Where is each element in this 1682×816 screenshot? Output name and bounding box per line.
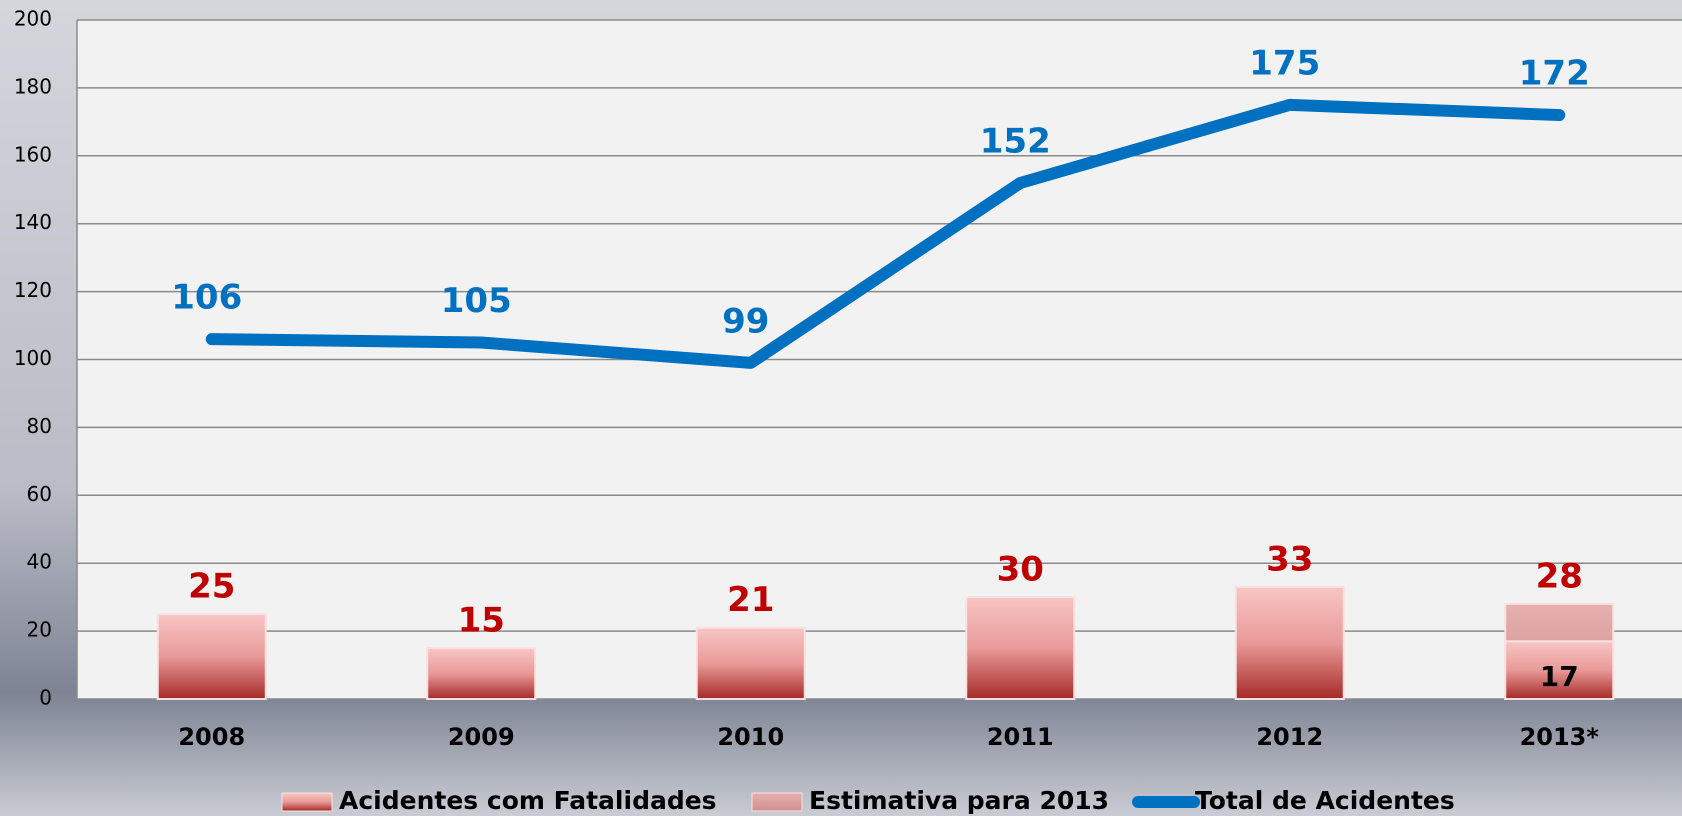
y-tick-label: 20	[27, 618, 52, 642]
legend-swatch	[751, 792, 803, 812]
x-tick-label: 2012	[1256, 723, 1323, 751]
y-tick-label: 140	[14, 210, 52, 234]
bar	[1504, 640, 1615, 700]
data-label: 175	[1249, 43, 1320, 83]
data-label: 15	[458, 601, 505, 641]
data-label: 33	[1266, 539, 1313, 579]
x-tick-label: 2011	[987, 723, 1054, 751]
x-tick-label: 2010	[717, 723, 784, 751]
bar	[156, 613, 267, 700]
line	[205, 98, 1566, 369]
data-label: 106	[171, 278, 242, 318]
data-label: 30	[997, 550, 1044, 590]
y-tick-label: 80	[27, 414, 52, 438]
bar	[1234, 585, 1345, 701]
y-tick-label: 200	[14, 7, 52, 31]
x-tick-label: 2009	[448, 723, 515, 751]
y-tick-label: 40	[27, 550, 52, 574]
data-label: 105	[441, 281, 512, 321]
data-label: 28	[1536, 556, 1583, 596]
x-tick-label: 2013*	[1520, 723, 1600, 751]
legend-label: Estimativa para 2013	[809, 786, 1109, 815]
data-label: 17	[1540, 660, 1579, 693]
legend-swatch	[281, 792, 333, 812]
y-tick-label: 0	[39, 686, 52, 710]
bar	[965, 596, 1076, 701]
y-tick-label: 180	[14, 74, 52, 98]
y-tick-label: 100	[14, 346, 52, 370]
legend-label: Acidentes com Fatalidades	[339, 786, 717, 815]
data-label: 21	[727, 580, 774, 620]
legend-label: Total de Acidentes	[1195, 786, 1455, 815]
y-tick-label: 60	[27, 482, 52, 506]
y-tick-label: 160	[14, 142, 52, 166]
data-label: 172	[1519, 54, 1590, 94]
bar	[695, 626, 806, 701]
x-tick-label: 2008	[178, 723, 245, 751]
data-label: 152	[980, 121, 1051, 161]
data-label: 25	[188, 567, 235, 607]
data-label: 99	[722, 301, 769, 341]
y-tick-label: 120	[14, 278, 52, 302]
bar	[426, 647, 537, 701]
